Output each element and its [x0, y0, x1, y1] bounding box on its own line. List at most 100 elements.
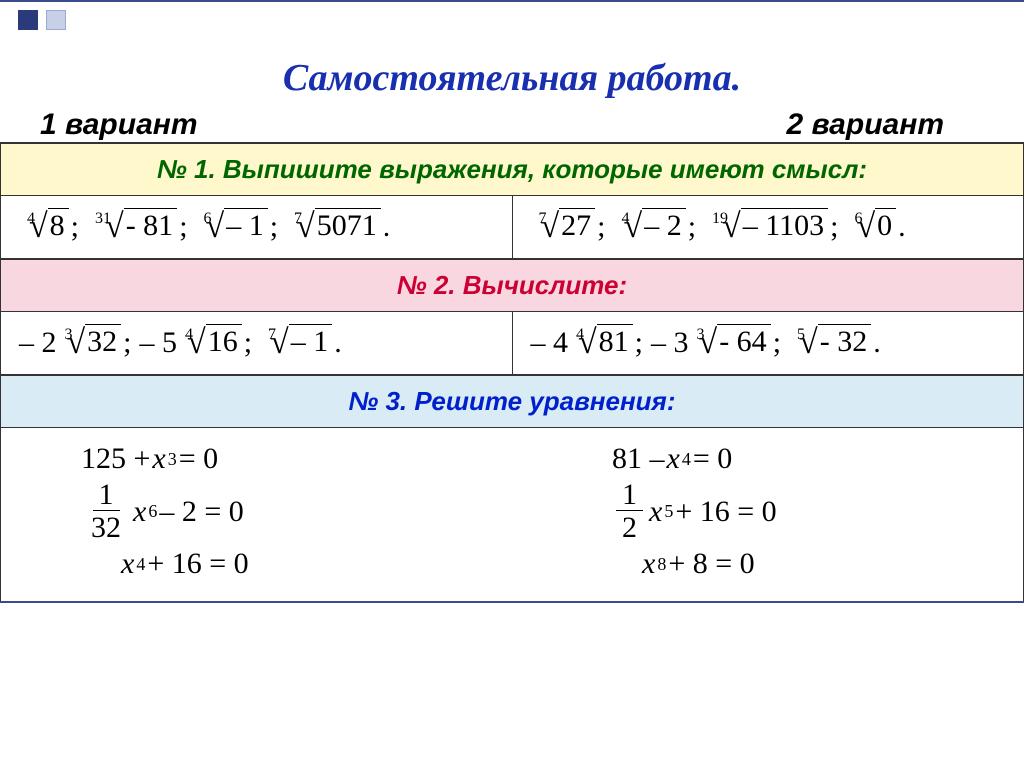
expr-item: – 2 3 √ 32 ; — [19, 326, 132, 360]
coef: – 3 — [651, 326, 689, 360]
radicand: - 32 — [818, 324, 872, 358]
root-expr: 6 √ – 1 — [198, 210, 268, 244]
eq-text: = 0 — [179, 442, 218, 476]
task2-row: – 2 3 √ 32 ; – 5 4 √ 16 ; 7 √ – 1 . – 4 … — [0, 312, 1024, 375]
eq-text: 125 + — [81, 442, 150, 476]
task3-header: № 3. Решите уравнения: — [0, 375, 1024, 428]
eq-text: + 16 = 0 — [147, 547, 248, 581]
decor-square-dark — [18, 10, 38, 30]
eq-pow: 8 — [657, 554, 666, 575]
eq-pow: 4 — [136, 554, 145, 575]
eq-var: x — [121, 547, 134, 581]
expr-item: 19 √ – 1103 ; — [704, 210, 838, 244]
radicand: – 1 — [289, 324, 333, 358]
eq-line: x8 + 8 = 0 — [612, 547, 1013, 581]
task2-variant1-cell: – 2 3 √ 32 ; – 5 4 √ 16 ; 7 √ – 1 . — [1, 312, 512, 374]
root-expr: 4 √ 81 — [570, 326, 633, 360]
radicand: 81 — [597, 324, 633, 358]
root-index: 7 — [294, 210, 302, 228]
separator: ; — [270, 210, 278, 244]
root-index: 4 — [622, 210, 630, 228]
task1-row: 4 √ 8 ; 31 √ - 81 ; 6 √ – 1 ; 7 √ 5071 .… — [0, 196, 1024, 259]
task1-header: № 1. Выпишите выражения, которые имеют с… — [0, 143, 1024, 196]
expr-item: – 5 4 √ 16 ; — [140, 326, 253, 360]
radicand: 0 — [875, 208, 896, 242]
separator: . — [334, 326, 342, 360]
variant-row: 1 вариант 2 вариант — [0, 108, 1024, 142]
root-expr: 5 √ - 32 — [791, 326, 871, 360]
separator: ; — [773, 326, 781, 360]
separator: . — [873, 326, 881, 360]
root-index: 6 — [204, 210, 212, 228]
content-table: № 1. Выпишите выражения, которые имеют с… — [0, 142, 1024, 601]
radicand: 16 — [206, 324, 242, 358]
eq-text: 81 – — [612, 442, 665, 476]
root-expr: 6 √ 0 — [848, 210, 896, 244]
task2-variant2-cell: – 4 4 √ 81 ; – 3 3 √ - 64 ; 5 √ - 32 . — [512, 312, 1024, 374]
eq-var: x — [642, 547, 655, 581]
root-index: 3 — [697, 326, 705, 344]
eq-var: x — [133, 495, 146, 529]
root-expr: 7 √ 5071 — [288, 210, 381, 244]
radicand: - 64 — [717, 324, 771, 358]
root-expr: 31 √ - 81 — [89, 210, 177, 244]
root-index: 4 — [576, 326, 584, 344]
expr-item: – 4 4 √ 81 ; — [531, 326, 644, 360]
eq-pow: 6 — [148, 501, 157, 522]
separator: ; — [635, 326, 643, 360]
eq-text: = 0 — [693, 442, 732, 476]
expr-item: 6 √ – 1 ; — [196, 210, 279, 244]
eq-line: 81 – x4 = 0 — [612, 442, 1013, 476]
coef: – 5 — [140, 326, 178, 360]
radicand: – 2 — [642, 208, 686, 242]
corner-decor — [0, 2, 1024, 38]
root-expr: 19 √ – 1103 — [706, 210, 828, 244]
separator: ; — [123, 326, 131, 360]
eq-line: x4 + 16 = 0 — [81, 547, 482, 581]
root-expr: 7 √ 27 — [533, 210, 596, 244]
root-index: 4 — [185, 326, 193, 344]
coef: – 2 — [19, 326, 57, 360]
fraction: 1 2 — [616, 480, 643, 543]
eq-line: 125 + x3 = 0 — [81, 442, 482, 476]
page-title: Самостоятельная работа. — [0, 38, 1024, 108]
fraction: 1 32 — [85, 480, 127, 543]
root-index: 7 — [268, 326, 276, 344]
task3-variant2-cell: 81 – x4 = 0 1 2 x5 + 16 = 0 x8 + 8 = 0 — [492, 428, 1023, 601]
worksheet-frame: Самостоятельная работа. 1 вариант 2 вари… — [0, 0, 1024, 603]
separator: ; — [830, 210, 838, 244]
expr-item: 5 √ - 32 . — [789, 326, 881, 360]
root-expr: 4 √ 8 — [21, 210, 69, 244]
variant-2-label: 2 вариант — [492, 108, 984, 142]
eq-var: x — [152, 442, 165, 476]
radicand: – 1 — [224, 208, 268, 242]
root-index: 3 — [65, 326, 73, 344]
expr-item: 7 √ 5071 . — [286, 210, 390, 244]
root-index: 19 — [712, 210, 728, 228]
eq-pow: 5 — [664, 501, 673, 522]
frac-num: 1 — [616, 480, 643, 511]
root-index: 31 — [95, 210, 111, 228]
frac-den: 32 — [85, 511, 127, 543]
separator: . — [383, 210, 391, 244]
frac-num: 1 — [93, 480, 120, 511]
radicand: - 81 — [124, 208, 178, 242]
separator: ; — [597, 210, 605, 244]
decor-square-light — [46, 10, 66, 30]
expr-item: 31 √ - 81 ; — [87, 210, 188, 244]
eq-text: + 16 = 0 — [675, 495, 776, 529]
eq-var: x — [649, 495, 662, 529]
eq-line: 1 2 x5 + 16 = 0 — [612, 480, 1013, 543]
expr-item: 6 √ 0 . — [846, 210, 905, 244]
task3-row: 125 + x3 = 0 1 32 x6 – 2 = 0 x4 + 16 = 0 — [0, 428, 1024, 601]
eq-text: + 8 = 0 — [668, 547, 754, 581]
expr-item: 7 √ – 1 . — [260, 326, 342, 360]
separator: . — [898, 210, 906, 244]
radicand: – 1103 — [741, 208, 828, 242]
root-index: 7 — [539, 210, 547, 228]
radicand: 27 — [559, 208, 595, 242]
eq-text: – 2 = 0 — [159, 495, 243, 529]
root-expr: 7 √ – 1 — [262, 326, 332, 360]
expr-item: 7 √ 27 ; — [531, 210, 606, 244]
expr-item: 4 √ – 2 ; — [614, 210, 697, 244]
